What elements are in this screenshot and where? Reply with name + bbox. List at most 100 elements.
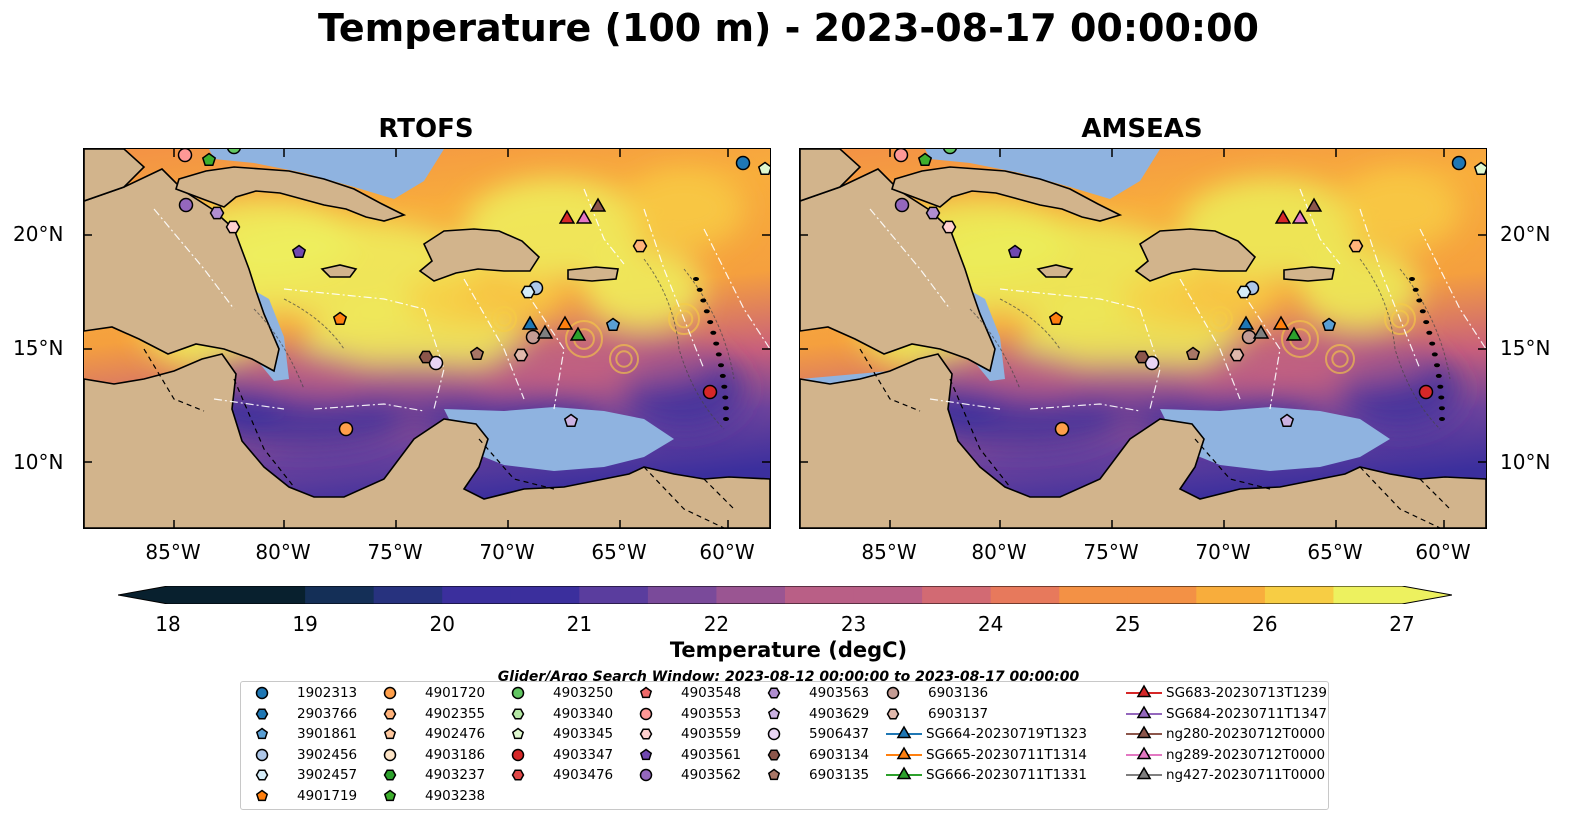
marker-1902313[interactable] [735, 155, 751, 171]
marker-4903553[interactable] [893, 149, 909, 163]
marker-4902355[interactable] [1348, 239, 1364, 253]
marker-SG664-20230719T1323[interactable] [521, 315, 539, 330]
marker-SG683-20230713T1239[interactable] [1274, 209, 1292, 224]
legend-marker[interactable] [896, 725, 912, 739]
legend-label: SG664-20230719T1323 [926, 726, 1087, 742]
legend-marker[interactable] [886, 707, 900, 720]
legend-marker[interactable] [383, 686, 397, 700]
marker-SG683-20230713T1239[interactable] [558, 209, 576, 224]
marker-4903238[interactable] [917, 152, 933, 167]
marker-4903347[interactable] [702, 384, 718, 400]
marker-4903563[interactable] [209, 206, 225, 220]
marker-4901720[interactable] [338, 421, 354, 437]
marker-4903562[interactable] [894, 197, 910, 213]
marker-4901719[interactable] [332, 311, 348, 326]
marker-6903136[interactable] [525, 329, 541, 345]
colorbar-tick-label: 21 [566, 612, 593, 636]
legend-marker[interactable] [255, 769, 269, 781]
marker-4903553[interactable] [177, 149, 193, 163]
marker-6903135[interactable] [1185, 346, 1201, 361]
legend-marker[interactable] [255, 748, 269, 761]
marker-4903561[interactable] [1007, 244, 1023, 259]
map-amseas[interactable] [799, 148, 1487, 529]
marker-6903137[interactable] [1229, 348, 1245, 362]
legend-marker[interactable] [639, 686, 653, 699]
legend-marker[interactable] [886, 686, 900, 700]
marker-SG665-20230711T1314[interactable] [1272, 315, 1290, 330]
marker-4903345[interactable] [757, 161, 770, 176]
marker-4903561[interactable] [291, 244, 307, 259]
marker-3901861[interactable] [605, 317, 621, 332]
legend-marker[interactable] [511, 727, 525, 740]
marker-6903134[interactable] [418, 350, 434, 364]
marker-4901720[interactable] [1054, 421, 1070, 437]
marker-6903135[interactable] [469, 346, 485, 361]
legend-marker[interactable] [255, 727, 269, 740]
marker-4903238[interactable] [201, 152, 217, 167]
marker-ng427-20230711T0000[interactable] [536, 324, 554, 339]
legend-marker[interactable] [255, 789, 269, 801]
marker-4902355[interactable] [632, 239, 648, 253]
legend-marker[interactable] [896, 766, 912, 780]
legend-marker[interactable] [639, 748, 653, 760]
marker-SG665-20230711T1314[interactable] [556, 315, 574, 330]
legend-marker[interactable] [1136, 766, 1152, 780]
legend-label: ng289-20230712T0000 [1166, 746, 1326, 763]
marker-4903345[interactable] [1473, 161, 1486, 176]
legend-marker[interactable] [383, 789, 397, 801]
legend-marker[interactable] [255, 686, 269, 700]
map-rtofs[interactable] [83, 148, 771, 529]
legend-marker[interactable] [767, 707, 781, 719]
legend-marker[interactable] [383, 748, 397, 761]
legend-marker[interactable] [767, 727, 781, 741]
legend-label: 6903134 [809, 746, 870, 763]
legend-marker[interactable] [383, 769, 397, 781]
legend-marker[interactable] [896, 746, 912, 759]
land-cuba [891, 166, 1123, 222]
marker-6903136[interactable] [1241, 329, 1257, 345]
legend-marker[interactable] [767, 748, 781, 761]
marker-SG666-20230711T1331[interactable] [1285, 326, 1303, 341]
marker-ng289-20230712T0000[interactable] [575, 209, 593, 224]
legend-marker[interactable] [1136, 705, 1152, 718]
marker-ng280-20230712T0000[interactable] [1305, 197, 1323, 212]
marker-6903134[interactable] [1134, 350, 1150, 364]
marker-4903559[interactable] [941, 220, 957, 234]
marker-4903250[interactable] [943, 149, 957, 155]
legend-label: 4903561 [681, 746, 742, 763]
legend-marker[interactable] [1136, 746, 1152, 759]
marker-6903137[interactable] [513, 348, 529, 362]
marker-4903347[interactable] [1418, 384, 1434, 400]
marker-4903562[interactable] [178, 197, 194, 213]
legend-marker[interactable] [511, 686, 525, 700]
legend-marker[interactable] [639, 768, 653, 782]
marker-4903250[interactable] [227, 149, 241, 155]
legend-marker[interactable] [383, 727, 397, 740]
legend-marker[interactable] [767, 768, 781, 781]
marker-4903559[interactable] [225, 220, 241, 234]
marker-SG664-20230719T1323[interactable] [1237, 315, 1255, 330]
marker-3902457[interactable] [1236, 285, 1252, 299]
marker-ng280-20230712T0000[interactable] [589, 197, 607, 212]
legend-marker[interactable] [1136, 725, 1152, 739]
marker-3901861[interactable] [1321, 317, 1337, 332]
legend-marker[interactable] [255, 707, 269, 720]
marker-4901719[interactable] [1048, 311, 1064, 326]
legend-marker[interactable] [511, 769, 525, 781]
marker-4903629[interactable] [563, 413, 579, 428]
legend-marker[interactable] [511, 748, 525, 761]
marker-ng427-20230711T0000[interactable] [1252, 324, 1270, 339]
marker-4903563[interactable] [925, 206, 941, 220]
marker-4903629[interactable] [1279, 413, 1295, 428]
colorbar-extend-low [118, 586, 168, 604]
legend-marker[interactable] [511, 707, 525, 720]
marker-ng289-20230712T0000[interactable] [1291, 209, 1309, 224]
marker-1902313[interactable] [1451, 155, 1467, 171]
legend-marker[interactable] [767, 687, 781, 699]
marker-SG666-20230711T1331[interactable] [569, 326, 587, 341]
marker-3902457[interactable] [520, 285, 536, 299]
legend-marker[interactable] [639, 728, 653, 740]
legend-marker[interactable] [639, 707, 653, 720]
legend-marker[interactable] [1136, 684, 1152, 698]
legend-marker[interactable] [383, 707, 397, 720]
